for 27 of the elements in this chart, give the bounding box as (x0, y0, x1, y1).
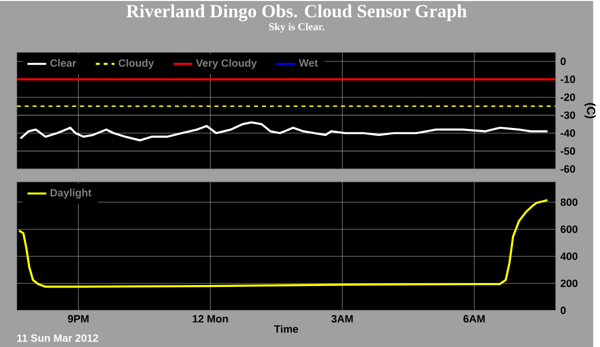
legend-label: Clear (50, 59, 76, 67)
x-axis-title: Time (274, 324, 298, 333)
y-tick-label: 600 (560, 226, 578, 233)
y-tick-label: -50 (560, 147, 576, 155)
x-tick-label: 9PM (68, 315, 89, 323)
x-tick-label: 3AM (331, 315, 353, 323)
legend-label: Wet (298, 59, 318, 67)
legend-label: Very Cloudy (196, 59, 257, 69)
line-series (18, 199, 549, 288)
chart-subtitle: Sky is Clear. (269, 22, 324, 32)
y-tick-label: -60 (560, 165, 576, 173)
y-tick-label: -30 (560, 111, 576, 119)
legend-label: Cloudy (118, 59, 154, 69)
y-tick-label: 0 (560, 306, 566, 314)
y-tick-label: -10 (560, 76, 576, 84)
y-tick-label: -40 (560, 129, 576, 137)
x-tick-label: 12 Mon (192, 315, 228, 323)
y-tick-label: 400 (560, 252, 578, 260)
legend-label: Daylight (50, 188, 92, 199)
y-tick-label: -20 (560, 94, 576, 101)
x-tick-label: 6AM (463, 315, 485, 323)
y-tick-label: 200 (560, 280, 578, 288)
text: 11 Sun Mar 2012 (17, 334, 98, 342)
chart-title: Riverland Dingo Obs. Cloud Sensor Graph (126, 4, 467, 22)
y-axis-title: (C) (584, 103, 596, 118)
y-tick-label: 800 (560, 198, 578, 206)
y-tick-label: 0 (560, 58, 566, 66)
